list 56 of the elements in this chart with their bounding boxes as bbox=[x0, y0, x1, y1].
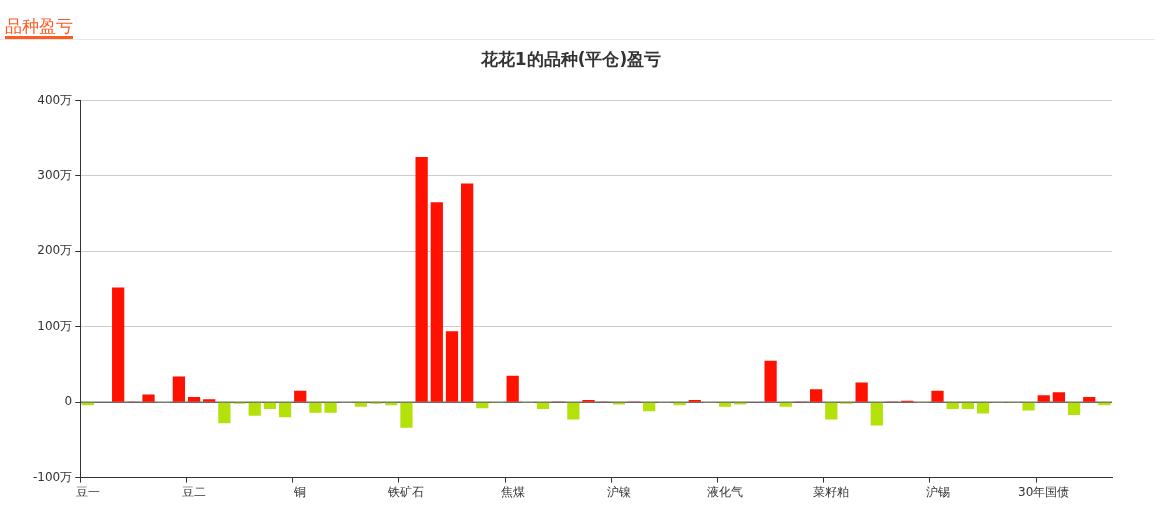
text: 品种盈亏 bbox=[5, 16, 73, 39]
x-tick-label: 豆一 bbox=[75, 484, 100, 499]
bar bbox=[643, 402, 656, 412]
bar bbox=[294, 390, 307, 402]
y-tick-label: 200万 bbox=[37, 243, 73, 258]
bar bbox=[946, 402, 959, 409]
x-tick-label: 铁矿石 bbox=[387, 484, 425, 499]
bar bbox=[764, 360, 777, 402]
x-tick-label: 沪锡 bbox=[925, 484, 950, 499]
bar bbox=[354, 402, 368, 407]
bar bbox=[430, 202, 443, 402]
y-tick-label: 0 bbox=[64, 394, 73, 409]
bar bbox=[203, 399, 216, 402]
chart-title: 花花1的品种(平仓)盈亏 bbox=[479, 48, 662, 69]
bar bbox=[855, 382, 868, 402]
bar bbox=[825, 402, 838, 420]
bar bbox=[976, 402, 990, 414]
bar bbox=[142, 394, 155, 402]
bar bbox=[961, 402, 974, 409]
x-tick-label: 沪镍 bbox=[606, 484, 631, 499]
x-tick-label: 菜籽粕 bbox=[813, 484, 850, 499]
bar bbox=[415, 156, 428, 402]
bar bbox=[1052, 392, 1066, 402]
bar bbox=[870, 402, 883, 426]
bar bbox=[445, 331, 459, 402]
bar bbox=[718, 402, 732, 407]
y-tick-label: 300万 bbox=[37, 167, 73, 182]
bar bbox=[1067, 402, 1081, 415]
bar bbox=[536, 402, 550, 409]
x-tick-label: 30年国债 bbox=[1018, 484, 1070, 499]
bar bbox=[1022, 402, 1035, 411]
bar bbox=[1083, 396, 1096, 402]
bar bbox=[810, 389, 823, 402]
bar bbox=[324, 402, 337, 413]
bar bbox=[263, 402, 277, 409]
y-tick-label: 100万 bbox=[37, 318, 73, 333]
bar bbox=[172, 376, 185, 402]
bar bbox=[567, 402, 580, 420]
bar bbox=[187, 396, 201, 402]
x-tick-label: 液化气 bbox=[707, 484, 744, 499]
bar bbox=[218, 402, 231, 424]
x-tick-label: 焦煤 bbox=[500, 484, 525, 499]
bar bbox=[1037, 395, 1050, 402]
x-tick-label: 铜 bbox=[293, 484, 307, 499]
bar bbox=[931, 390, 944, 402]
bar bbox=[309, 402, 322, 413]
bar bbox=[278, 402, 292, 418]
x-tick-label: 豆二 bbox=[182, 484, 207, 499]
y-tick-label: 400万 bbox=[37, 92, 73, 107]
bar bbox=[779, 402, 792, 407]
bar bbox=[400, 402, 413, 428]
bar bbox=[112, 287, 125, 402]
bar bbox=[461, 183, 474, 402]
bar bbox=[248, 402, 261, 416]
y-tick-label: -100万 bbox=[33, 469, 73, 484]
bar bbox=[506, 375, 519, 402]
